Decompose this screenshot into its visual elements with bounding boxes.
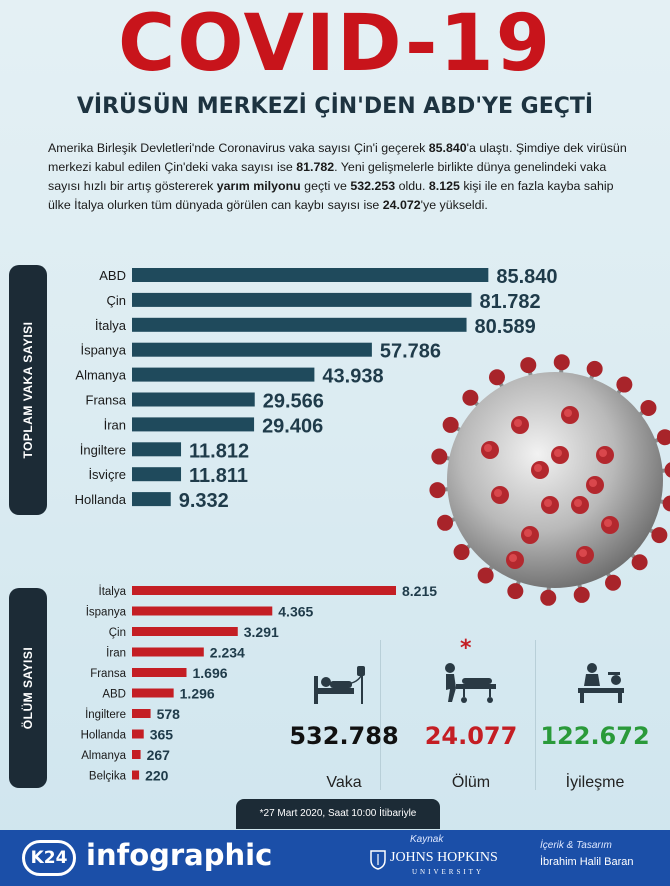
deaths-category-label: İngiltere <box>85 708 126 721</box>
footer: K24 infographic Kaynak JOHNS HOPKINS UNI… <box>0 830 670 886</box>
deaths-category-label: İran <box>106 647 126 660</box>
cases-value-label: 81.782 <box>479 291 540 313</box>
deaths-category-label: Fransa <box>90 668 126 680</box>
cases-value-label: 57.786 <box>380 341 441 363</box>
credit-label: İçerik & Tasarım <box>540 840 612 851</box>
cases-category-label: Almanya <box>75 368 126 383</box>
cases-bar <box>132 417 255 432</box>
deaths-category-label: Hollanda <box>81 730 127 742</box>
page-title: COVID-19 <box>118 0 552 89</box>
asterisk: * <box>460 636 472 661</box>
cases-category-label: İran <box>104 417 126 432</box>
cases-category-label: İsviçre <box>88 467 126 482</box>
deaths-bar <box>132 647 204 657</box>
deaths-value-label: 365 <box>150 727 174 743</box>
source-sub: UNIVERSITY <box>412 868 484 876</box>
deaths-bar <box>132 606 273 616</box>
stat-cases: 532.788 Vaka <box>264 722 424 792</box>
divider <box>380 640 381 790</box>
cases-bar <box>132 442 182 457</box>
deaths-category-label: Almanya <box>81 750 126 762</box>
cases-category-label: Fransa <box>86 393 127 408</box>
deaths-bar <box>132 586 396 595</box>
deaths-bar <box>132 770 140 780</box>
deaths-bar <box>132 668 187 677</box>
stat-deaths-value: 24.077 <box>424 722 518 750</box>
stat-deaths-label: Ölüm <box>451 774 491 791</box>
cases-bar <box>132 268 489 282</box>
credit-name: İbrahim Halil Baran <box>540 856 634 868</box>
cases-bar <box>132 367 315 382</box>
cases-value-label: 29.566 <box>263 391 324 413</box>
cases-bar <box>132 392 255 407</box>
deaths-category-label: Belçika <box>89 771 127 783</box>
deaths-category-label: İspanya <box>86 606 127 619</box>
university-shield-icon <box>370 850 386 870</box>
deaths-side-label: ÖLÜM SAYISI <box>9 588 47 788</box>
deaths-category-label: İtalya <box>99 585 127 598</box>
stat-recovered: 122.672 İyileşme <box>515 722 670 792</box>
deaths-value-label: 2.234 <box>210 645 245 661</box>
cases-value-label: 11.811 <box>189 465 248 487</box>
cases-bar <box>132 467 182 482</box>
cases-category-label: İngiltere <box>80 442 126 457</box>
stat-cases-value: 532.788 <box>289 722 399 750</box>
source-name: JOHNS HOPKINS <box>390 850 498 865</box>
deaths-bar <box>132 729 144 739</box>
cases-category-label: İspanya <box>80 343 126 358</box>
stretcher-icon <box>445 663 496 703</box>
stat-recovered-value: 122.672 <box>540 722 650 750</box>
stat-deaths: 24.077 Ölüm <box>391 722 551 792</box>
cases-category-label: Hollanda <box>75 492 127 507</box>
cases-category-label: İtalya <box>95 318 127 333</box>
source-label: Kaynak <box>410 834 444 845</box>
cases-bar <box>132 292 472 307</box>
deaths-bar <box>132 709 151 718</box>
brand-text: infographic <box>86 838 273 872</box>
cases-category-label: Çin <box>106 293 126 308</box>
intro-paragraph: Amerika Birleşik Devletleri'nde Coronavi… <box>48 141 627 212</box>
hospital-bed-icon <box>314 666 365 704</box>
cases-side-label: TOPLAM VAKA SAYISI <box>9 265 47 515</box>
deaths-value-label: 1.696 <box>193 665 228 681</box>
cases-value-label: 43.938 <box>322 366 383 388</box>
deaths-value-label: 3.291 <box>244 624 279 640</box>
deaths-bar <box>132 750 141 759</box>
cases-value-label: 85.840 <box>496 266 557 288</box>
cases-bar <box>132 492 171 507</box>
deaths-category-label: Çin <box>109 627 126 639</box>
page-subtitle: VİRÜSÜN MERKEZİ ÇİN'DEN ABD'YE GEÇTİ <box>76 94 594 119</box>
cases-value-label: 29.406 <box>262 415 323 437</box>
deaths-chart: İtalya 8.215 İspanya 4.365 Çin 3.291 İran 2.234… <box>81 583 438 784</box>
deaths-value-label: 267 <box>147 747 171 763</box>
divider <box>535 640 536 790</box>
deaths-value-label: 4.365 <box>278 604 313 620</box>
deaths-category-label: ABD <box>102 689 126 701</box>
deaths-bar <box>132 688 174 698</box>
recovery-icon <box>578 663 624 703</box>
cases-category-label: ABD <box>99 268 126 283</box>
cases-value-label: 80.589 <box>475 316 536 338</box>
cases-bar <box>132 342 372 357</box>
virus-illustration <box>429 354 670 606</box>
deaths-value-label: 1.296 <box>180 686 215 702</box>
stat-cases-label: Vaka <box>326 774 362 791</box>
deaths-bar <box>132 627 238 636</box>
deaths-value-label: 8.215 <box>402 583 437 599</box>
cases-value-label: 11.812 <box>189 440 249 462</box>
deaths-value-label: 220 <box>145 768 169 784</box>
date-note: *27 Mart 2020, Saat 10:00 İtibariyle <box>236 799 440 829</box>
cases-bar <box>132 317 467 332</box>
deaths-value-label: 578 <box>157 706 181 722</box>
cases-value-label: 9.332 <box>179 490 229 512</box>
stat-recovered-label: İyileşme <box>565 774 625 791</box>
cases-chart: ABD 85.840 Çin 81.782 İtalya 80.589 İspanya 57.… <box>75 266 558 512</box>
brand-logo: K24 <box>22 840 76 876</box>
